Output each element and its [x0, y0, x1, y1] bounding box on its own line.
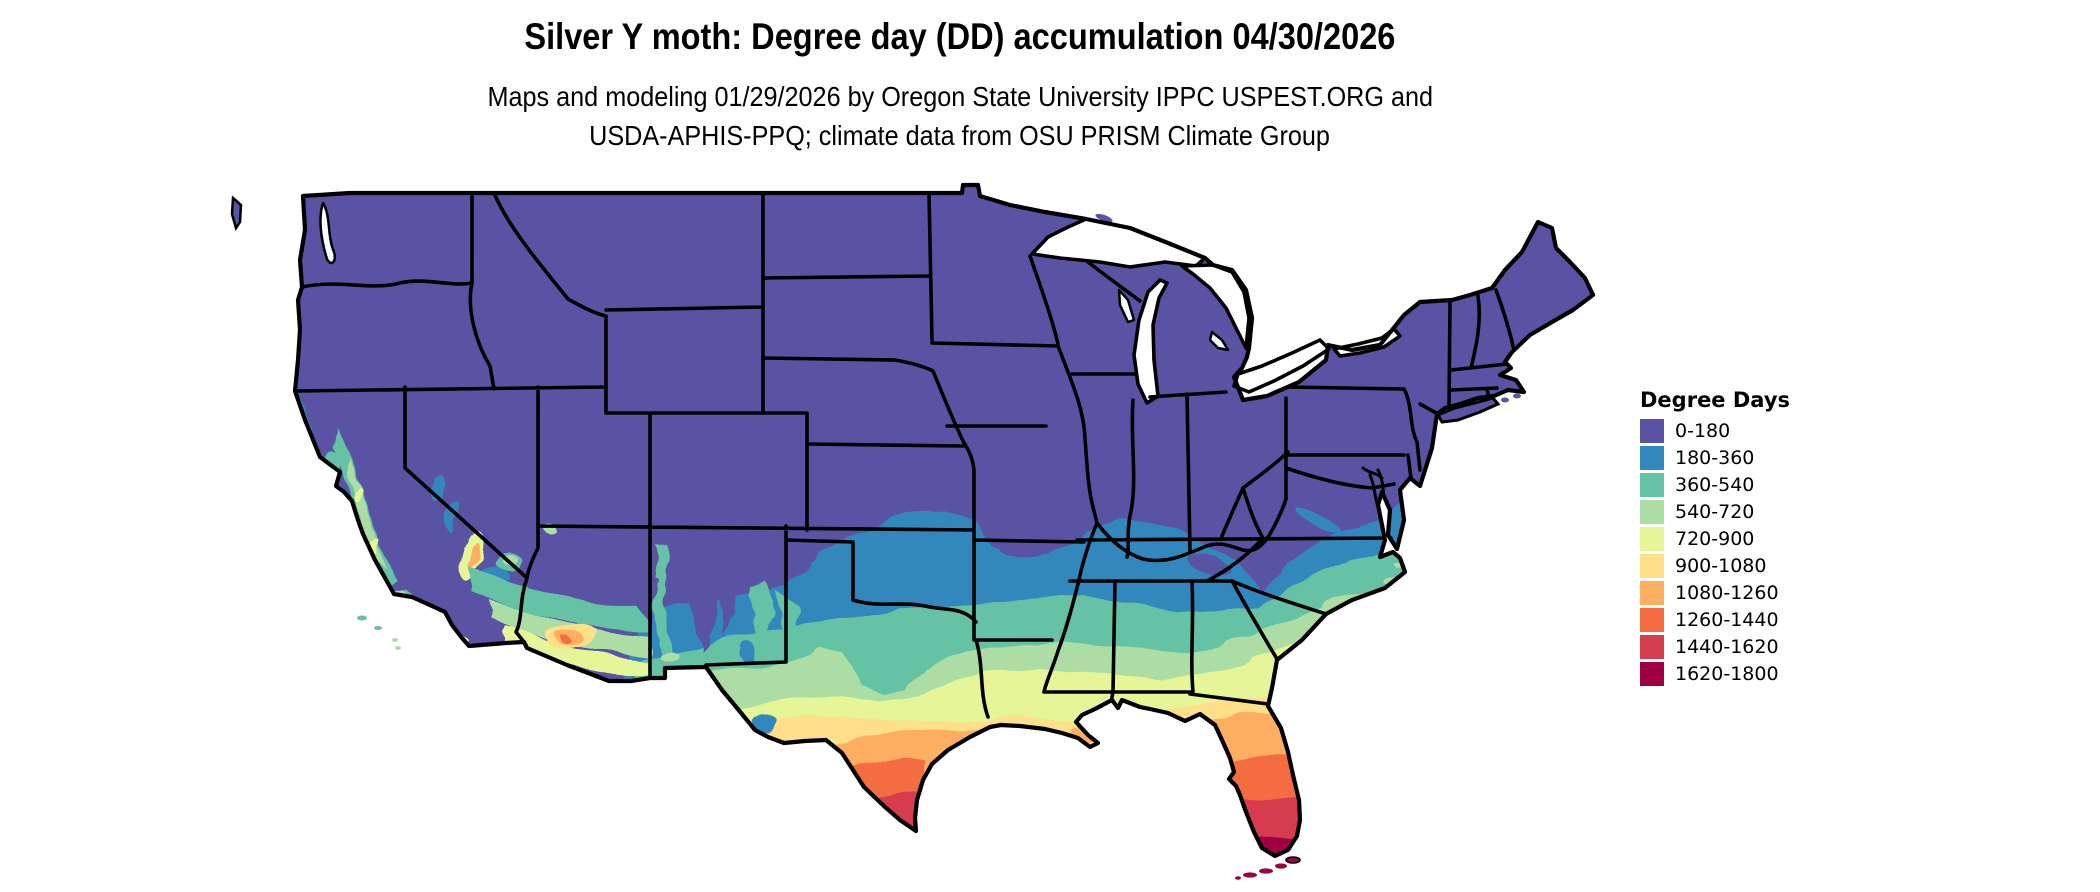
legend-item: 540-720 [1640, 500, 1790, 524]
channel-island4 [395, 646, 401, 650]
legend-item: 180-360 [1640, 446, 1790, 470]
page-title: Silver Y moth: Degree day (DD) accumulat… [524, 16, 1396, 57]
legend-label: 540-720 [1675, 501, 1755, 523]
legend-item: 1620-1800 [1640, 662, 1790, 686]
key-dash3 [1259, 868, 1273, 874]
legend-label: 1080-1260 [1675, 582, 1779, 604]
isle-royale [1095, 213, 1113, 223]
puget-sound [319, 201, 336, 265]
davis-mtns-blue [751, 713, 777, 731]
offshore-islands [230, 195, 1521, 650]
block-island [1501, 397, 1509, 403]
nantucket [1513, 393, 1521, 399]
channel-island3 [392, 638, 398, 642]
key-dash5 [1285, 856, 1301, 864]
legend-swatch [1640, 662, 1664, 686]
lake-huron [1180, 263, 1251, 350]
phoenix-orange [556, 632, 584, 644]
green-bay [1117, 288, 1136, 324]
map-subtitle-row: Maps and modeling 01/29/2026 by Oregon S… [0, 80, 1920, 158]
shenandoah-blue [1294, 506, 1342, 534]
legend-item: 1080-1260 [1640, 581, 1790, 605]
deathvalley-orange [468, 542, 480, 570]
az-white-mtns-purple [630, 560, 660, 625]
key-dash4 [1275, 863, 1287, 869]
vancouver-island-sliver [230, 195, 243, 231]
conus-fill [295, 185, 1593, 856]
channel-island1 [357, 615, 367, 621]
valley-yellow-speck2 [351, 484, 361, 500]
phoenix-deep-orange [561, 637, 571, 643]
transverse-purple [388, 572, 428, 590]
legend-label: 720-900 [1675, 528, 1755, 550]
legend-label: 360-540 [1675, 474, 1755, 496]
florida-keys [1235, 856, 1301, 880]
band-1620-1800-florida [1240, 836, 1308, 856]
legend-swatch [1640, 608, 1664, 632]
legend-label: 900-1080 [1675, 555, 1767, 577]
channel-island2 [374, 626, 382, 630]
legend-swatch [1640, 581, 1664, 605]
map-title-row: Silver Y moth: Degree day (DD) accumulat… [0, 16, 1920, 58]
subtitle-line-1: Maps and modeling 01/29/2026 by Oregon S… [487, 81, 1433, 112]
legend-item: 720-900 [1640, 527, 1790, 551]
key-dash1 [1235, 876, 1241, 880]
lake-erie [1232, 338, 1331, 394]
riogrande-nm-teal [655, 545, 676, 666]
nm-east-teal-finger [748, 582, 772, 648]
legend-label: 1260-1440 [1675, 609, 1779, 631]
legend-item: 1440-1620 [1640, 635, 1790, 659]
legend-label: 1440-1620 [1675, 636, 1779, 658]
lascruces-green [658, 650, 678, 660]
legend-swatch [1640, 527, 1664, 551]
nm-mountain-purple [685, 568, 740, 652]
subtitle-line-2: USDA-APHIS-PPQ; climate data from OSU PR… [589, 120, 1331, 151]
legend-item: 900-1080 [1640, 554, 1790, 578]
lake-michigan [1132, 278, 1169, 405]
legend-swatch [1640, 500, 1664, 524]
legend-label: 1620-1800 [1675, 663, 1779, 685]
long-island [1435, 396, 1501, 424]
legend-title: Degree Days [1640, 388, 1791, 412]
legend-swatch [1640, 473, 1664, 497]
legend: Degree Days 0-180 180-360 360-540 540-72… [1640, 388, 1790, 689]
legend-swatch [1640, 446, 1664, 470]
legend-label: 180-360 [1675, 447, 1755, 469]
legend-item: 360-540 [1640, 473, 1790, 497]
legend-item: 1260-1440 [1640, 608, 1790, 632]
legend-swatch [1640, 419, 1664, 443]
legend-item: 0-180 [1640, 419, 1790, 443]
saginaw-bay [1208, 330, 1230, 352]
arizona-teal [470, 568, 650, 632]
state-border-lines [295, 191, 1516, 719]
legend-swatch [1640, 554, 1664, 578]
guadalupe-blue [741, 641, 755, 663]
legend-label: 0-180 [1675, 420, 1731, 442]
conus-outline [292, 182, 1596, 859]
legend-swatch [1640, 635, 1664, 659]
arizona-yellow [505, 625, 650, 676]
key-dash2 [1243, 872, 1257, 878]
